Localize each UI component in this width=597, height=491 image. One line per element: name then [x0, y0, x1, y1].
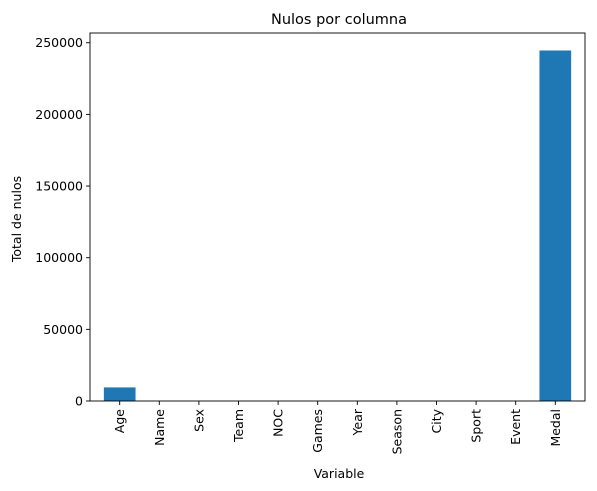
bar-medal — [539, 50, 572, 401]
x-tick-label-noc: NOC — [271, 409, 286, 437]
x-tick-label-games: Games — [310, 409, 325, 453]
y-axis-ticks: 0 50000 100000 150000 200000 250000 — [35, 35, 90, 409]
x-tick-label-sport: Sport — [469, 409, 484, 443]
x-tick-label-sex: Sex — [191, 409, 206, 432]
y-tick-label: 150000 — [35, 179, 83, 194]
x-tick-label-season: Season — [389, 409, 404, 454]
x-tick-label-age: Age — [112, 409, 127, 433]
x-tick-label-name: Name — [152, 409, 167, 446]
chart-title: Nulos por columna — [271, 12, 407, 28]
bar-age — [103, 387, 136, 401]
y-axis-label: Total de nulos — [9, 176, 24, 263]
x-tick-label-event: Event — [508, 409, 523, 445]
y-tick-label: 200000 — [35, 107, 83, 122]
x-axis-ticks: Age Name Sex Team NOC Games Year Season City Spor… — [112, 401, 563, 454]
x-tick-label-city: City — [429, 408, 444, 433]
plot-frame — [89, 32, 586, 402]
x-tick-label-team: Team — [231, 409, 246, 443]
x-tick-label-medal: Medal — [548, 409, 563, 447]
x-tick-label-year: Year — [350, 408, 365, 436]
y-tick-label: 100000 — [35, 250, 83, 265]
y-tick-label: 250000 — [35, 35, 83, 50]
y-tick-label: 50000 — [43, 322, 83, 337]
x-axis-label: Variable — [314, 466, 365, 481]
y-tick-label: 0 — [75, 394, 83, 409]
bars-group — [103, 50, 572, 401]
